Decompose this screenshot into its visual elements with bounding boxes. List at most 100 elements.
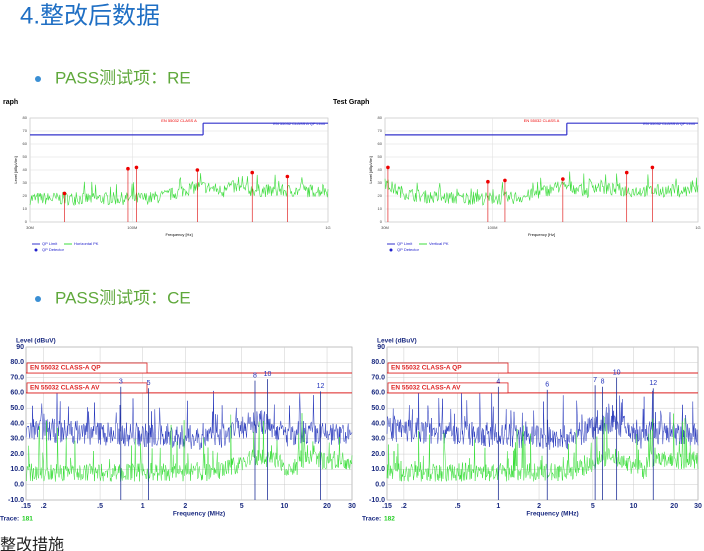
- trace-number: 181: [22, 516, 33, 523]
- marker-label: 6: [545, 382, 549, 389]
- y-tick-label: 20: [378, 193, 383, 198]
- x-tick-label: .5: [455, 503, 461, 510]
- x-tick-label: 1: [141, 503, 145, 510]
- x-tick-label: 2: [537, 503, 541, 510]
- graph-title: Test Graph: [333, 99, 369, 106]
- x-tick-label: .2: [401, 503, 407, 510]
- x-tick-label: 2: [183, 503, 187, 510]
- noise-trace: [386, 384, 699, 450]
- legend-swatch: [34, 248, 38, 252]
- y-tick-label: 70.0: [10, 374, 24, 381]
- limit-label: EN 55032 CLASS A: [161, 118, 197, 123]
- y-tick-label: 60.0: [10, 390, 24, 397]
- x-tick-label: 30M: [381, 225, 389, 230]
- y-tick-label: 70.0: [371, 374, 385, 381]
- y-axis-label: Level (dBuV): [16, 338, 56, 345]
- marker-label: 10: [264, 371, 272, 378]
- y-tick-label: -10.0: [369, 497, 385, 504]
- x-tick-label: .15: [382, 503, 392, 510]
- y-tick-label: 80.0: [10, 359, 24, 366]
- marker-label: 10: [613, 369, 621, 376]
- x-axis-label: Frequency [Hz]: [528, 232, 555, 237]
- y-tick-label: 0: [380, 219, 383, 224]
- y-tick-label: 10.0: [371, 466, 385, 473]
- y-tick-label: 30: [378, 180, 383, 185]
- y-tick-label: 60: [378, 141, 383, 146]
- marker: [134, 165, 139, 170]
- marker-label: 3: [119, 379, 123, 386]
- bullet-dot: [35, 296, 41, 302]
- y-tick-label: 70: [378, 128, 383, 133]
- noise-trace: [25, 388, 353, 450]
- limit-label: EN 55032 CLASS A: [524, 118, 560, 123]
- y-tick-label: 30: [23, 180, 28, 185]
- x-tick-label: .5: [97, 503, 103, 510]
- x-tick-label: 20: [670, 503, 678, 510]
- y-axis-label: Level [dBµV/m]: [13, 156, 18, 183]
- y-tick-label: 40: [378, 167, 383, 172]
- trace-label: Trace:: [362, 516, 381, 523]
- noise-trace: [29, 173, 329, 207]
- section-heading: PASS测试项：CE: [55, 288, 191, 307]
- y-tick-label: 80: [378, 115, 383, 120]
- y-tick-label: 90: [16, 344, 24, 351]
- y-tick-label: 80.0: [371, 359, 385, 366]
- section-heading: PASS测试项：RE: [55, 68, 191, 87]
- y-tick-label: 0.0: [375, 482, 385, 489]
- y-tick-label: 70: [23, 128, 28, 133]
- limit-label: EN 55032 CLASS-A AV: [30, 385, 100, 392]
- y-tick-label: 10: [23, 206, 28, 211]
- y-tick-label: 20.0: [10, 451, 24, 458]
- noise-trace: [386, 413, 699, 482]
- y-tick-label: 0: [25, 219, 28, 224]
- x-tick-label: 100M: [127, 225, 137, 230]
- y-tick-label: 40.0: [371, 420, 385, 427]
- marker: [503, 178, 507, 183]
- x-axis-label: Frequency (MHz): [173, 511, 225, 518]
- y-tick-label: 0.0: [14, 482, 24, 489]
- x-tick-label: 10: [630, 503, 638, 510]
- x-tick-label: 30: [348, 503, 356, 510]
- marker-label: 8: [253, 373, 257, 380]
- x-tick-label: .15: [21, 503, 31, 510]
- marker: [561, 177, 565, 181]
- y-axis-label: Level (dBuV): [377, 338, 417, 345]
- y-axis-label: Level [dBµV/m]: [368, 156, 373, 183]
- legend-label: QP Limit: [42, 241, 58, 246]
- x-tick-label: 5: [240, 503, 244, 510]
- y-tick-label: 50.0: [371, 405, 385, 412]
- limit-label: EN 55032 CLASS-A AV: [391, 385, 461, 392]
- marker: [624, 170, 629, 175]
- y-tick-label: 10.0: [10, 466, 24, 473]
- x-tick-label: 30M: [26, 225, 34, 230]
- noise-trace: [384, 171, 699, 206]
- x-tick-label: 10: [281, 503, 289, 510]
- marker: [386, 165, 390, 170]
- legend-swatch: [389, 248, 393, 252]
- marker-label: 12: [317, 383, 325, 390]
- y-tick-label: 60.0: [371, 390, 385, 397]
- title: 4.整改后数据: [20, 2, 160, 29]
- legend-label: QP Detector: [42, 247, 65, 252]
- legend-label: QP Detector: [397, 247, 420, 252]
- x-tick-label: 30: [694, 503, 702, 510]
- noise-trace: [25, 413, 353, 482]
- marker: [285, 174, 290, 179]
- y-tick-label: 80: [23, 115, 28, 120]
- y-tick-label: 20.0: [371, 451, 385, 458]
- legend-label: Vertical PK: [429, 241, 449, 246]
- marker: [62, 191, 67, 196]
- bullet-dot: [35, 76, 41, 82]
- x-tick-label: 1G: [695, 225, 700, 230]
- x-tick-label: 1: [496, 503, 500, 510]
- trace-label: Trace:: [0, 516, 19, 523]
- marker-label: 12: [649, 380, 657, 387]
- limit-label-box: [26, 362, 148, 374]
- marker: [195, 168, 200, 172]
- limit-label-box: [26, 382, 148, 394]
- x-tick-label: 100M: [487, 225, 497, 230]
- limit-label-box: [387, 362, 509, 374]
- trace-number: 182: [384, 516, 395, 523]
